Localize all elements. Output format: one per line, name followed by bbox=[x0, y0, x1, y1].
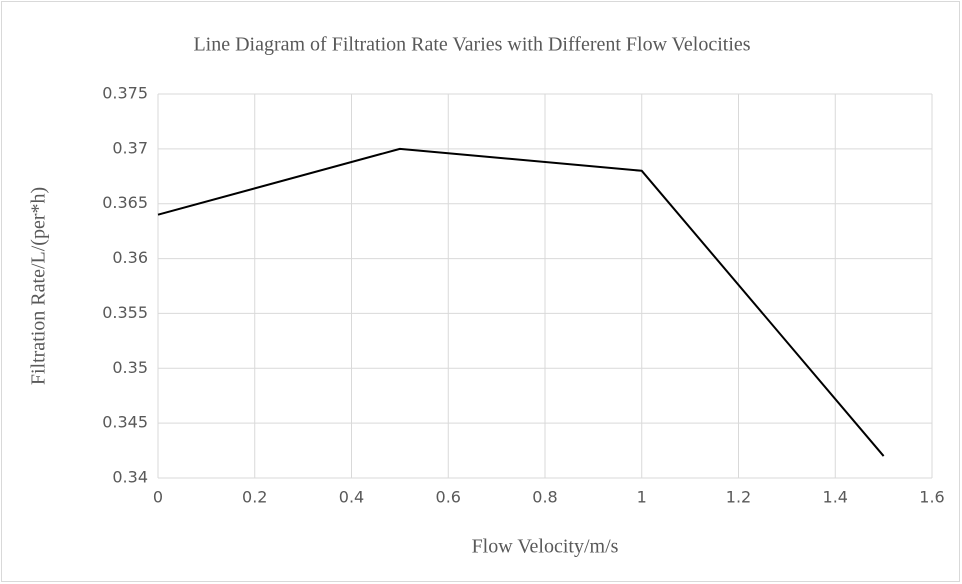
x-tick-label: 0.4 bbox=[339, 488, 364, 507]
x-tick-label: 0.6 bbox=[436, 488, 461, 507]
y-tick-label: 0.365 bbox=[102, 193, 148, 212]
x-tick-label: 1.2 bbox=[726, 488, 751, 507]
x-axis-label: Flow Velocity/m/s bbox=[472, 536, 619, 558]
y-tick-label: 0.375 bbox=[102, 84, 148, 103]
chart-title: Line Diagram of Filtration Rate Varies w… bbox=[193, 34, 750, 56]
y-tick-label: 0.35 bbox=[112, 358, 148, 377]
line bbox=[157, 147, 885, 457]
x-tick-label: 0.8 bbox=[532, 488, 557, 507]
y-tick-label: 0.34 bbox=[112, 468, 148, 487]
x-tick-label: 1 bbox=[637, 488, 647, 507]
x-tick-label: 0.2 bbox=[242, 488, 267, 507]
y-tick-label: 0.345 bbox=[102, 413, 148, 432]
y-tick-label: 0.355 bbox=[102, 303, 148, 322]
x-tick-label: 1.6 bbox=[919, 488, 944, 507]
y-axis-label: Filtration Rate/L/(per*h) bbox=[28, 187, 50, 385]
x-tick-label: 1.4 bbox=[823, 488, 848, 507]
y-tick-label: 0.36 bbox=[112, 248, 148, 267]
x-tick-label: 0 bbox=[153, 488, 163, 507]
y-tick-label: 0.37 bbox=[112, 138, 148, 157]
